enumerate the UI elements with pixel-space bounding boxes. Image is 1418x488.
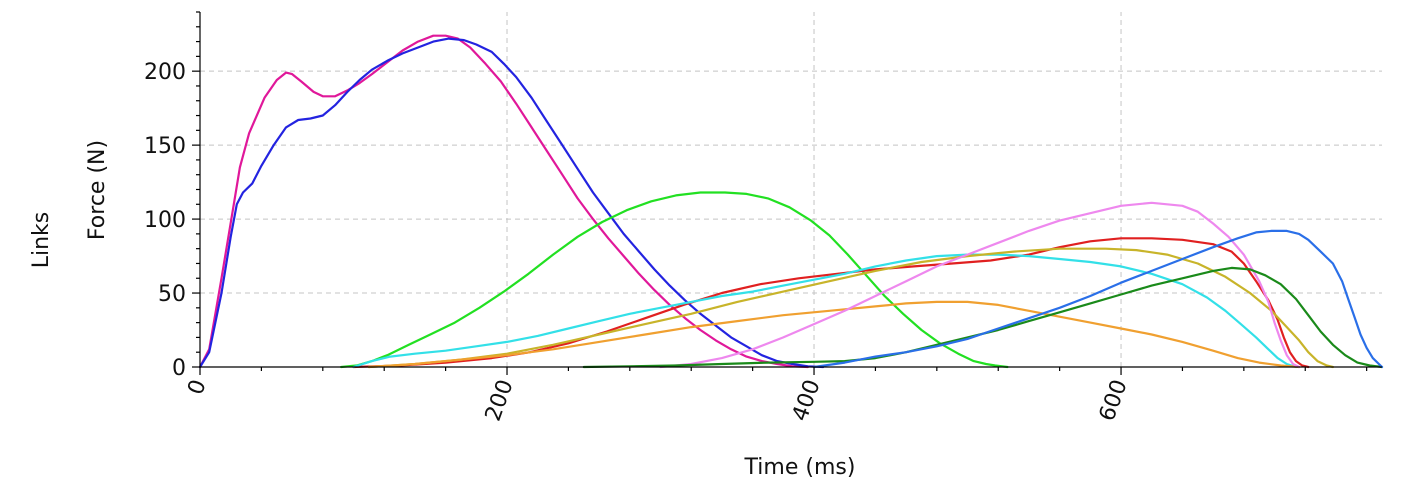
series-line-5 [352, 253, 1298, 369]
y-tick-label: 150 [144, 134, 186, 159]
series-line-1 [198, 34, 809, 369]
series-line-6 [367, 247, 1334, 369]
series-line-3 [340, 191, 1009, 369]
panel-label: Links [29, 212, 54, 269]
series-line-7 [367, 300, 1301, 369]
y-tick-label: 50 [158, 282, 186, 307]
x-tick-label: 0 [183, 377, 211, 399]
x-tick-label: 200 [481, 377, 519, 425]
axes [192, 11, 1382, 375]
gridlines [200, 12, 1382, 367]
series-line-8 [659, 201, 1301, 369]
series-line-9 [582, 266, 1384, 369]
y-axis-title: Force (N) [85, 140, 110, 240]
series-line-10 [812, 229, 1384, 369]
y-tick-label: 0 [172, 356, 186, 381]
y-tick-label: 100 [144, 208, 186, 233]
series-line-2 [198, 37, 825, 369]
tick-labels: 0 50 100 150 200 0 200 400 600 [144, 60, 1133, 424]
x-tick-label: 600 [1095, 377, 1133, 425]
series-line-4 [352, 237, 1310, 369]
x-tick-label: 400 [788, 377, 826, 425]
x-axis-title: Time (ms) [744, 455, 856, 480]
y-tick-label: 200 [144, 60, 186, 85]
series-lines [198, 34, 1384, 369]
